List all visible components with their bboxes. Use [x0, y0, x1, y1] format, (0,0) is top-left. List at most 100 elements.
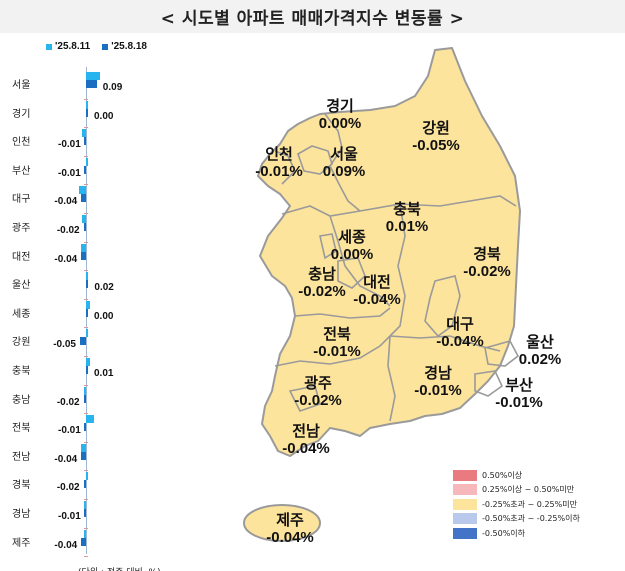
bar — [80, 337, 86, 346]
bar-row-label: 광주 — [12, 223, 31, 234]
region-label-daejeon: 대전 -0.04% — [353, 274, 401, 308]
region-label-gangwon: 강원 -0.05% — [412, 120, 460, 154]
region-value: -0.02% — [294, 392, 342, 409]
border-chungnam-chungbuk — [329, 215, 391, 307]
region-name: 인천 — [265, 146, 293, 163]
bar-value-label: 0.09 — [102, 82, 123, 93]
axis-tick — [84, 127, 88, 129]
bar-row-label: 대구 — [12, 194, 31, 206]
region-name: 충남 — [308, 266, 336, 283]
axis-tick — [84, 527, 88, 529]
border-gwangju — [288, 385, 321, 412]
axis-tick — [84, 499, 88, 500]
border-incheon — [274, 150, 296, 185]
region-name: 세종 — [338, 229, 366, 246]
bar-row-label: 인천 — [12, 137, 31, 149]
bar-row: 인천 -0.01 — [0, 129, 220, 156]
bar-row-label: 강원 — [12, 337, 31, 349]
bar — [86, 272, 89, 281]
region-label-jeju: 제주 -0.04% — [266, 512, 314, 546]
bar — [84, 501, 86, 509]
legend-label-0811: '25.8.11 — [55, 41, 91, 52]
bar-row: 충남 -0.02 — [0, 386, 220, 414]
map-legend-row: 0.50%이상 — [453, 468, 580, 483]
region-value: -0.04% — [436, 333, 484, 350]
map-legend: 0.50%이상 0.25%이상 ~ 0.50%미만 -0.25%초과 ~ 0.2… — [453, 468, 580, 541]
region-label-gwangju: 광주 -0.02% — [294, 375, 342, 409]
bar-row-label: 세종 — [12, 308, 31, 320]
region-name: 전남 — [292, 423, 320, 440]
bar-value-label: -0.04 — [54, 196, 78, 208]
region-value: -0.01% — [313, 343, 361, 360]
bar — [86, 366, 88, 374]
region-name: 제주 — [276, 512, 304, 529]
bar — [84, 509, 86, 517]
korea-map-shapes — [243, 47, 521, 542]
region-name: 경남 — [424, 365, 452, 382]
legend-label-0818: '25.8.18 — [111, 41, 147, 52]
region-label-gyeongbuk: 경북 -0.02% — [463, 246, 511, 280]
region-value: 0.00% — [330, 246, 374, 263]
bar-row: 경남 -0.01 — [0, 501, 220, 528]
axis-tick — [84, 470, 88, 472]
bar — [81, 537, 86, 546]
bar — [86, 280, 89, 289]
legend-item-0811: '25.8.11 — [46, 41, 90, 52]
legend-swatch-0818 — [102, 43, 109, 50]
bar-row: 광주 -0.02 — [0, 215, 220, 242]
legend-swatch — [453, 527, 477, 539]
bar-row: 전북 -0.01 — [0, 415, 220, 442]
region-label-gyeonggi: 경기 0.00% — [319, 98, 362, 132]
bar-value-label: 0.00 — [94, 310, 114, 322]
bar — [82, 215, 86, 223]
region-value: -0.01% — [255, 163, 303, 180]
legend-swatch-0811 — [46, 43, 52, 50]
region-value: -0.05% — [412, 137, 460, 154]
region-label-sejong: 세종 0.00% — [331, 229, 374, 263]
bar — [81, 251, 86, 260]
bar — [83, 480, 86, 489]
region-name: 울산 — [526, 334, 554, 351]
border-chungbuk-gangwon — [359, 195, 517, 212]
legend-label: -0.50%초과 ~ -0.25%이하 — [482, 514, 580, 524]
axis-tick — [84, 241, 88, 243]
bar-value-label: -0.04 — [54, 453, 78, 465]
border-jeonbuk-jeonnam — [274, 335, 391, 367]
bar-row-label: 부산 — [12, 165, 31, 177]
bar-row: 부산 -0.01 — [0, 157, 220, 185]
bar-row-label: 전북 — [12, 423, 31, 435]
bar-row: 제주 -0.04 — [0, 529, 220, 557]
bar-row: 강원 -0.05 — [0, 329, 220, 356]
bar-value-label: -0.02 — [56, 396, 80, 408]
axis-tick — [84, 556, 88, 558]
region-label-daegu: 대구 -0.04% — [436, 316, 484, 350]
bar-value-label: 0.01 — [94, 368, 114, 379]
bar-chart: '25.8.11 '25.8.18 (단위 : 전주 대비, %) 서울 0.09… — [0, 36, 220, 571]
legend-label: -0.25%초과 ~ 0.25%미만 — [482, 499, 577, 509]
bar-row-label: 서울 — [12, 80, 31, 91]
region-label-chungbuk: 충북 0.01% — [386, 201, 429, 235]
region-label-jeonnam: 전남 -0.04% — [282, 423, 330, 457]
legend-label: -0.50%이하 — [482, 528, 526, 538]
bar-row: 경기 0.00 — [0, 100, 220, 128]
bar — [82, 129, 86, 138]
legend-label: 0.25%이상 ~ 0.50%미만 — [482, 485, 575, 495]
bar — [84, 423, 86, 432]
bar-row: 대구 -0.04 — [0, 186, 220, 213]
bar-value-label: -0.01 — [58, 425, 81, 437]
legend-swatch — [453, 484, 477, 496]
bar-row: 충북 0.01 — [0, 358, 220, 385]
border-daejeon — [337, 257, 366, 289]
region-label-incheon: 인천 -0.01% — [255, 146, 303, 180]
bar — [81, 451, 86, 460]
region-name: 대구 — [446, 316, 474, 333]
legend-swatch — [453, 513, 477, 525]
bar-row-label: 충북 — [12, 366, 31, 377]
bar-value-label: -0.02 — [56, 482, 80, 494]
bar-chart-legend: '25.8.11 '25.8.18 — [46, 41, 147, 52]
bar — [86, 308, 88, 317]
bar — [84, 386, 86, 395]
bar — [86, 72, 101, 80]
bar — [86, 100, 88, 109]
page-title: < 시도별 아파트 매매가격지수 변동률 > — [0, 0, 625, 33]
